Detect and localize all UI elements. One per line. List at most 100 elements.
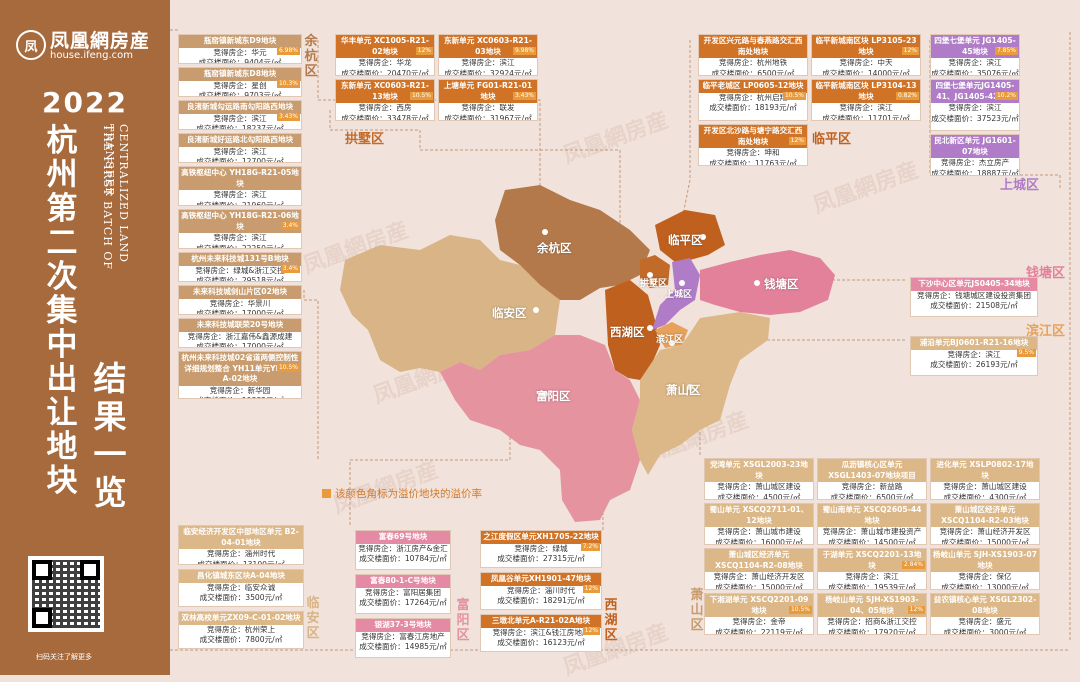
shangcheng-region — [652, 258, 700, 330]
parcel-developer: 竞得房企：钱塘城区建设投资集团 — [917, 290, 1031, 300]
parcel-price: 成交楼面价：22119元/㎡ — [715, 627, 803, 635]
parcel-title: 临安经济开发区中部地区单元 B2-04-01地块 — [179, 526, 303, 549]
land-parcel-card: 开发区北沙路与塘宁路交汇西南处地块 竞得房企：坤和 成交楼面价：11763元/㎡ 12… — [698, 124, 808, 166]
premium-rate-badge: 9.98% — [512, 47, 536, 55]
parcel-title: 华丰单元 XC1005-R21-02地块 — [336, 35, 434, 58]
parcel-developer: 竞得房企：淄州时代 — [206, 549, 276, 558]
premium-rate-badge: 10.5% — [782, 92, 806, 100]
legend-text: 该颜色角标为溢价地块的溢价率 — [335, 488, 482, 500]
title-year: 2022 — [42, 86, 128, 119]
land-parcel-card: 良渚新城好运路北勾阳路西地块 竞得房企：滨江 成交楼面价：12700元/㎡ — [178, 133, 302, 163]
land-parcel-card: 萧山城区经济单元 XSCQ1104-R2-08地块 竞得房企：萧山经济开发区 成交楼… — [704, 548, 814, 590]
premium-rate-badge: 3.4% — [280, 265, 300, 273]
parcel-developer: 竞得房企：淄川时代 — [506, 585, 576, 595]
parcel-price: 成交楼面价：35076元/㎡ — [931, 68, 1019, 76]
premium-rate-badge: 3.43% — [512, 92, 536, 100]
premium-rate-badge: 12% — [788, 137, 806, 145]
parcel-developer: 竞得房企：滨江 — [839, 103, 893, 112]
title-char: 览 — [93, 473, 127, 512]
premium-rate-badge: 12% — [582, 627, 600, 635]
land-parcel-card: 瓶窑镇新城东D8地块 竞得房企：星创 成交楼面价：9703元/㎡ 10.3% — [178, 67, 302, 97]
land-parcel-card: 华丰单元 XC1005-R21-02地块 竞得房企：华龙 成交楼面价：20470元/… — [335, 34, 435, 76]
parcel-title: 民北新区单元 JG1601-07地块 — [931, 135, 1019, 158]
parcel-title: 临平新城南区块 LP3105-23地块 — [812, 35, 920, 58]
parcel-title: 东新单元 XC0603-R21-03地块 — [439, 35, 537, 58]
premium-rate-badge: 3.43% — [276, 113, 300, 121]
district-heading-xihu: 西湖区 — [604, 598, 618, 643]
map-label-fuyang: 富阳区 — [536, 389, 571, 403]
parcel-price: 成交楼面价：12700元/㎡ — [196, 157, 284, 163]
land-parcel-card: 浦沿单元BJ0601-R21-16地块 竞得房企：滨江 成交楼面价：26193元/㎡… — [910, 336, 1038, 376]
parcel-title: 未来科技城剑山片区02地块 — [179, 286, 301, 299]
land-parcel-card: 杭州未来科技城02省道两侧控制性详细规划整合 YH11单元YH11-A-02地块… — [178, 351, 302, 399]
title-char: 二 — [46, 225, 78, 261]
premium-rate-badge: 3.4% — [280, 222, 300, 230]
parcel-title: 富春69号地块 — [356, 531, 450, 544]
land-parcel-card: 四堡七堡单元JG1405-41、JG1405-42地块 竞得房企：滨江 成交楼面价：… — [930, 79, 1020, 131]
title-char: 第 — [46, 191, 78, 227]
land-parcel-card: 富春80-1-C号地块 竞得房企：富阳居集团 成交楼面价：17264元/㎡ — [355, 574, 451, 614]
parcel-title: 瓜沥镇核心区单元 XSGL1403-07地块项目 — [818, 459, 926, 482]
title-main: 杭州第二次集中出让地块 — [44, 124, 80, 498]
premium-rate-badge: 12% — [901, 47, 919, 55]
parcel-price: 成交楼面价：19882元/㎡ — [179, 396, 301, 398]
district-heading-yuhang: 余杭区 — [304, 34, 318, 79]
parcel-title: 下湘湖单元 XSCQ2201-09地块 — [705, 594, 813, 617]
parcel-title: 高铁枢纽中心 YH18G-R21-05地块 — [179, 167, 301, 190]
parcel-developer: 竞得房企：绿城 — [514, 543, 568, 553]
parcel-price: 成交楼面价：18193元/㎡ — [709, 103, 797, 112]
title-char: 州 — [46, 157, 78, 193]
title-sub-en-1: THE FIRST BATCH OF — [101, 124, 114, 271]
qr-caption: 扫码关注了解更多 — [36, 653, 92, 661]
parcel-title: 银湖37-3号地块 — [356, 619, 450, 632]
district-heading-shangcheng: 上城区 — [1000, 178, 1040, 193]
parcel-developer: 竞得房企：富阳居集团 — [365, 587, 441, 597]
linan-region — [340, 235, 560, 372]
parcel-price: 成交楼面价：16123元/㎡ — [497, 638, 585, 647]
premium-rate-badge: 0.82% — [895, 92, 919, 100]
land-parcel-card: 杨岐山单元 SJH-XS1903-07地块 竞得房企：保亿 成交楼面价：13000元… — [930, 548, 1040, 590]
map-label-linan: 临安区 — [492, 306, 527, 320]
parcel-developer: 竞得房企：西房 — [358, 103, 412, 112]
parcel-price: 成交楼面价：6500元/㎡ — [830, 492, 914, 500]
parcel-price: 成交楼面价：7800元/㎡ — [199, 635, 283, 644]
parcel-developer: 竞得房企：浙江房产&金汇 — [358, 543, 448, 553]
parcel-price: 成交楼面价：37523元/㎡ — [931, 113, 1019, 123]
land-parcel-card: 东新单元 XC0603-R21-03地块 竞得房企：滨江 成交楼面价：32924元/… — [438, 34, 538, 76]
land-parcel-card: 之江度假区单元XH1705-22地块 竞得房企：绿城 成交楼面价：27315元/㎡ 7… — [480, 530, 602, 568]
parcel-developer: 竞得房企：萧山城市建设 — [717, 527, 801, 536]
parcel-developer: 竞得房企：杭州地铁 — [718, 58, 788, 67]
parcel-price: 成交楼面价：32924元/㎡ — [444, 68, 532, 76]
parcel-title: 开发区北沙路与塘宁路交汇西南处地块 — [699, 125, 807, 148]
land-parcel-card: 未来科技城联荣20号地块 竞得房企：浙江嘉伟&鑫源成建 成交楼面价：17000元/㎡ — [178, 318, 302, 348]
parcel-price: 成交楼面价：10784元/㎡ — [359, 554, 447, 563]
land-parcel-card: 进化单元 XSLP0802-17地块 竞得房企：萧山城区建设 成交楼面价：4300元… — [930, 458, 1040, 500]
parcel-title: 高铁枢纽中心 YH18G-R21-06地块 — [179, 210, 301, 233]
title-char: 块 — [46, 463, 78, 499]
title-char: 地 — [46, 429, 78, 465]
land-parcel-card: 三墩北单元A-R21-02A地块 竞得房企：滨江&钱江房地产 成交楼面价：16123… — [480, 614, 602, 652]
land-parcel-card: 益农镇核心单元 XSGL2302-08地块 竞得房企：盛元 成交楼面价：3000元/… — [930, 593, 1040, 635]
premium-rate-badge: 7.85% — [994, 47, 1018, 55]
parcel-title: 东新单元 XC0603-R21-13地块 — [336, 80, 434, 103]
land-parcel-card: 昌化镇城东区块A-04地块 竞得房企：临安众诚 成交楼面价：3500元/㎡ — [178, 569, 304, 607]
parcel-developer: 竞得房企：滨江 — [947, 349, 1001, 359]
land-parcel-card: 瓶窑镇新城东D9地块 竞得房企：华元 成交楼面价：9404元/㎡ 6.98% — [178, 34, 302, 64]
parcel-developer: 竞得房企：萧山经济开发区 — [713, 572, 805, 581]
binjiang-region — [655, 322, 688, 348]
land-parcel-card: 富春69号地块 竞得房企：浙江房产&金汇 成交楼面价：10784元/㎡ — [355, 530, 451, 570]
map-label-xihu: 西湖区 — [610, 325, 645, 339]
parcel-title: 下沙中心区单元JS0405-34地块 — [911, 278, 1037, 291]
title-sub-en-2: CENTRALIZED LAND TRANSFER — [103, 124, 130, 263]
title-char: 结 — [93, 359, 127, 398]
parcel-price: 成交楼面价：3500元/㎡ — [199, 593, 283, 602]
parcel-price: 成交楼面价：3000元/㎡ — [943, 627, 1027, 635]
parcel-title: 杨岐山单元 SJH-XS1903-04、05地块 — [818, 594, 926, 617]
parcel-price: 成交楼面价：6500元/㎡ — [711, 68, 795, 76]
land-parcel-card: 银湖37-3号地块 竞得房企：富春江房地产 成交楼面价：14985元/㎡ — [355, 618, 451, 658]
parcel-price: 成交楼面价：33478元/㎡ — [341, 113, 429, 121]
parcel-price: 成交楼面价：18237元/㎡ — [196, 124, 284, 130]
parcel-developer: 竞得房企：华龙 — [358, 58, 412, 67]
premium-rate-badge: 12% — [907, 606, 925, 614]
title-sidebar: 凤 凤凰網房産 house.ifeng.com 2022 杭州第二次集中出让地块… — [0, 0, 170, 675]
